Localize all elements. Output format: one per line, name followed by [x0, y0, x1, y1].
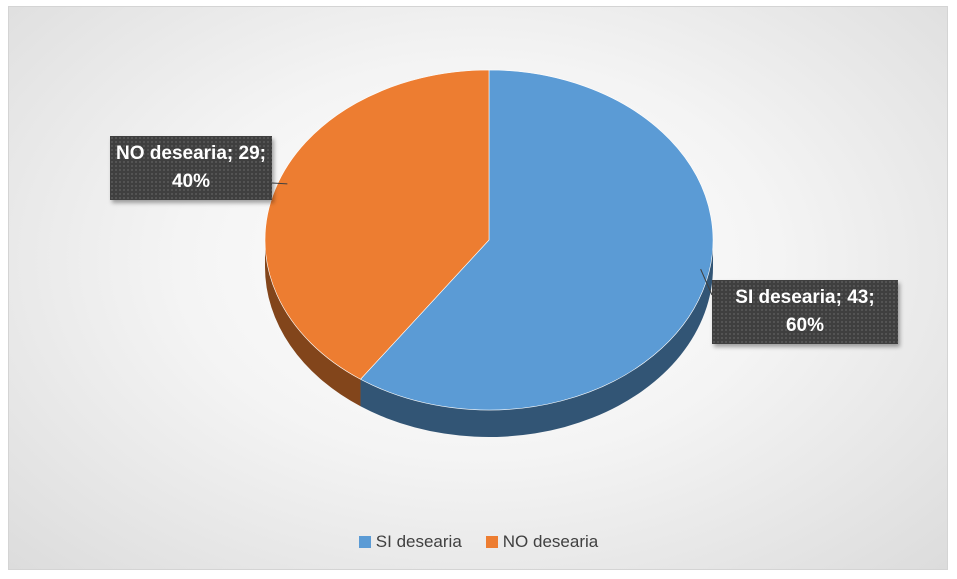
- data-label: SI desearia; 43; 60%: [712, 280, 898, 344]
- legend: SI desearia NO desearia: [0, 532, 957, 552]
- legend-item: SI desearia: [358, 532, 462, 552]
- legend-label: NO desearia: [502, 532, 599, 551]
- legend-swatch: [358, 536, 371, 548]
- leader-line: [700, 268, 713, 296]
- legend-item: NO desearia: [485, 532, 599, 552]
- legend-label: SI desearia: [375, 532, 462, 551]
- leader-line: [271, 182, 288, 185]
- slice-side: [360, 240, 713, 437]
- legend-swatch: [485, 536, 498, 548]
- slice: [360, 69, 714, 411]
- slice: [264, 69, 490, 380]
- data-label: NO desearia; 29; 40%: [110, 136, 272, 200]
